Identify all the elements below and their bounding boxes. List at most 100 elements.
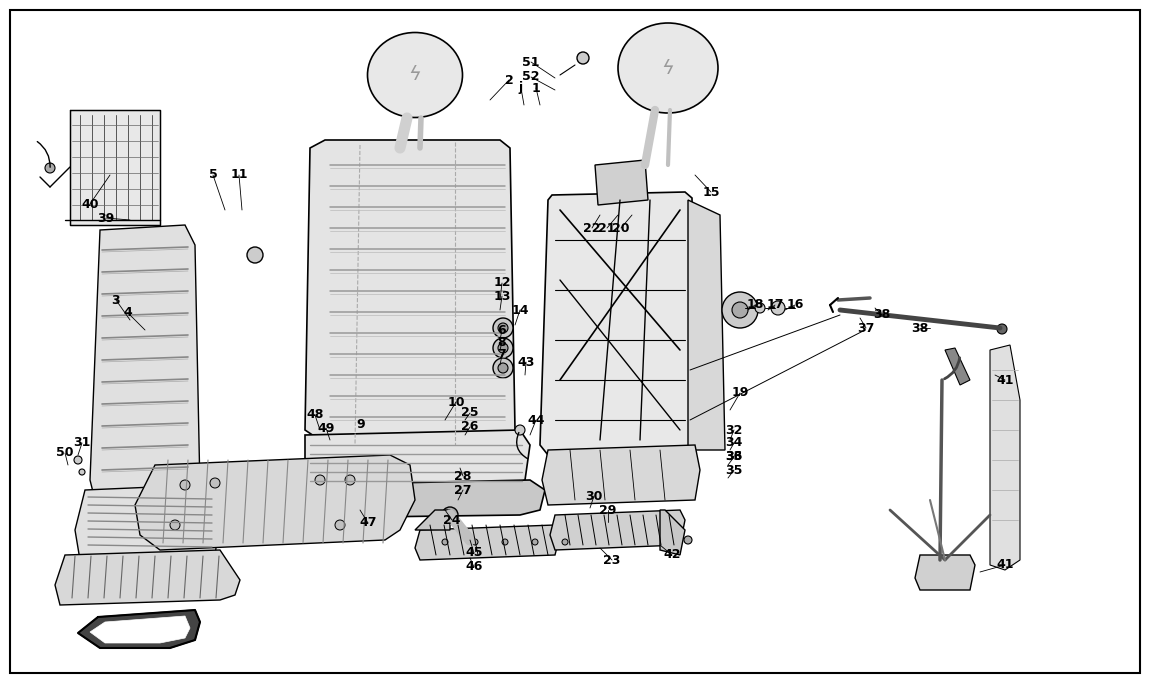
Polygon shape xyxy=(70,110,160,225)
Circle shape xyxy=(493,318,513,338)
Text: 46: 46 xyxy=(466,561,483,574)
Text: 23: 23 xyxy=(604,553,621,566)
Text: 29: 29 xyxy=(599,503,616,516)
Text: 51: 51 xyxy=(522,55,539,68)
Polygon shape xyxy=(75,485,220,560)
Circle shape xyxy=(472,539,478,545)
Polygon shape xyxy=(55,550,240,605)
Circle shape xyxy=(722,292,758,328)
Text: 10: 10 xyxy=(447,395,465,408)
Ellipse shape xyxy=(368,33,462,117)
Text: 30: 30 xyxy=(585,490,603,503)
Text: 4: 4 xyxy=(124,307,132,320)
Text: 22: 22 xyxy=(583,221,600,234)
Text: 25: 25 xyxy=(461,406,478,419)
Text: 48: 48 xyxy=(306,408,323,421)
Circle shape xyxy=(577,52,589,64)
Circle shape xyxy=(442,539,448,545)
Circle shape xyxy=(498,323,508,333)
Text: j: j xyxy=(519,81,523,94)
Text: 32: 32 xyxy=(726,423,743,436)
Circle shape xyxy=(493,338,513,358)
Text: 21: 21 xyxy=(598,221,615,234)
Polygon shape xyxy=(595,160,647,205)
Text: 31: 31 xyxy=(74,436,91,449)
Text: 12: 12 xyxy=(493,277,511,290)
Ellipse shape xyxy=(618,23,718,113)
Text: 18: 18 xyxy=(746,298,764,311)
Text: 38: 38 xyxy=(911,322,929,335)
Text: 3: 3 xyxy=(112,294,121,307)
Circle shape xyxy=(181,480,190,490)
Circle shape xyxy=(345,475,355,485)
Circle shape xyxy=(997,324,1007,334)
Polygon shape xyxy=(90,225,200,500)
Polygon shape xyxy=(90,616,190,643)
Polygon shape xyxy=(78,610,200,648)
Circle shape xyxy=(756,303,765,313)
Polygon shape xyxy=(305,140,515,450)
Circle shape xyxy=(498,363,508,373)
Circle shape xyxy=(79,469,85,475)
Text: 16: 16 xyxy=(787,298,804,311)
Text: 20: 20 xyxy=(612,221,630,234)
Text: 2: 2 xyxy=(505,74,513,87)
Circle shape xyxy=(532,539,538,545)
Text: 17: 17 xyxy=(766,298,784,311)
Text: 47: 47 xyxy=(359,516,377,529)
Circle shape xyxy=(498,343,508,353)
Text: 15: 15 xyxy=(703,186,720,199)
Polygon shape xyxy=(660,510,685,555)
Circle shape xyxy=(770,301,785,315)
Polygon shape xyxy=(135,455,415,550)
Circle shape xyxy=(442,507,458,523)
Polygon shape xyxy=(550,510,685,550)
Text: ϟ: ϟ xyxy=(661,59,674,77)
Circle shape xyxy=(315,475,325,485)
Text: 24: 24 xyxy=(443,514,461,527)
Text: 44: 44 xyxy=(527,413,545,426)
Circle shape xyxy=(733,302,748,318)
Circle shape xyxy=(684,536,692,544)
Text: 27: 27 xyxy=(454,484,471,497)
Text: 37: 37 xyxy=(857,322,875,335)
Text: 35: 35 xyxy=(726,464,743,477)
Polygon shape xyxy=(540,192,695,455)
Text: 52: 52 xyxy=(522,70,539,83)
Circle shape xyxy=(562,539,568,545)
Polygon shape xyxy=(290,480,545,518)
Text: 9: 9 xyxy=(356,419,366,432)
Polygon shape xyxy=(305,430,530,490)
Text: ϟ: ϟ xyxy=(408,66,421,85)
Text: 34: 34 xyxy=(726,436,743,449)
Circle shape xyxy=(515,425,526,435)
Polygon shape xyxy=(542,445,700,505)
Text: 42: 42 xyxy=(664,548,681,561)
Polygon shape xyxy=(688,200,724,450)
Text: 28: 28 xyxy=(454,469,471,482)
Text: 41: 41 xyxy=(996,559,1014,572)
Text: 1: 1 xyxy=(531,81,540,94)
Text: 43: 43 xyxy=(518,355,535,369)
Circle shape xyxy=(45,163,55,173)
Polygon shape xyxy=(990,345,1020,570)
Text: 13: 13 xyxy=(493,290,511,303)
Text: 41: 41 xyxy=(996,374,1014,387)
Text: 14: 14 xyxy=(512,303,529,316)
Polygon shape xyxy=(415,525,560,560)
Text: 33: 33 xyxy=(726,449,743,462)
Text: 36: 36 xyxy=(726,451,743,464)
Circle shape xyxy=(74,456,82,464)
Circle shape xyxy=(503,539,508,545)
Text: 7: 7 xyxy=(498,348,506,361)
Circle shape xyxy=(493,358,513,378)
Text: 45: 45 xyxy=(466,546,483,559)
Polygon shape xyxy=(915,555,975,590)
Text: 40: 40 xyxy=(82,197,99,210)
Circle shape xyxy=(170,520,181,530)
Text: 19: 19 xyxy=(731,387,749,400)
Circle shape xyxy=(247,247,263,263)
Text: 50: 50 xyxy=(56,447,74,460)
Text: 39: 39 xyxy=(98,212,115,225)
Circle shape xyxy=(335,520,345,530)
